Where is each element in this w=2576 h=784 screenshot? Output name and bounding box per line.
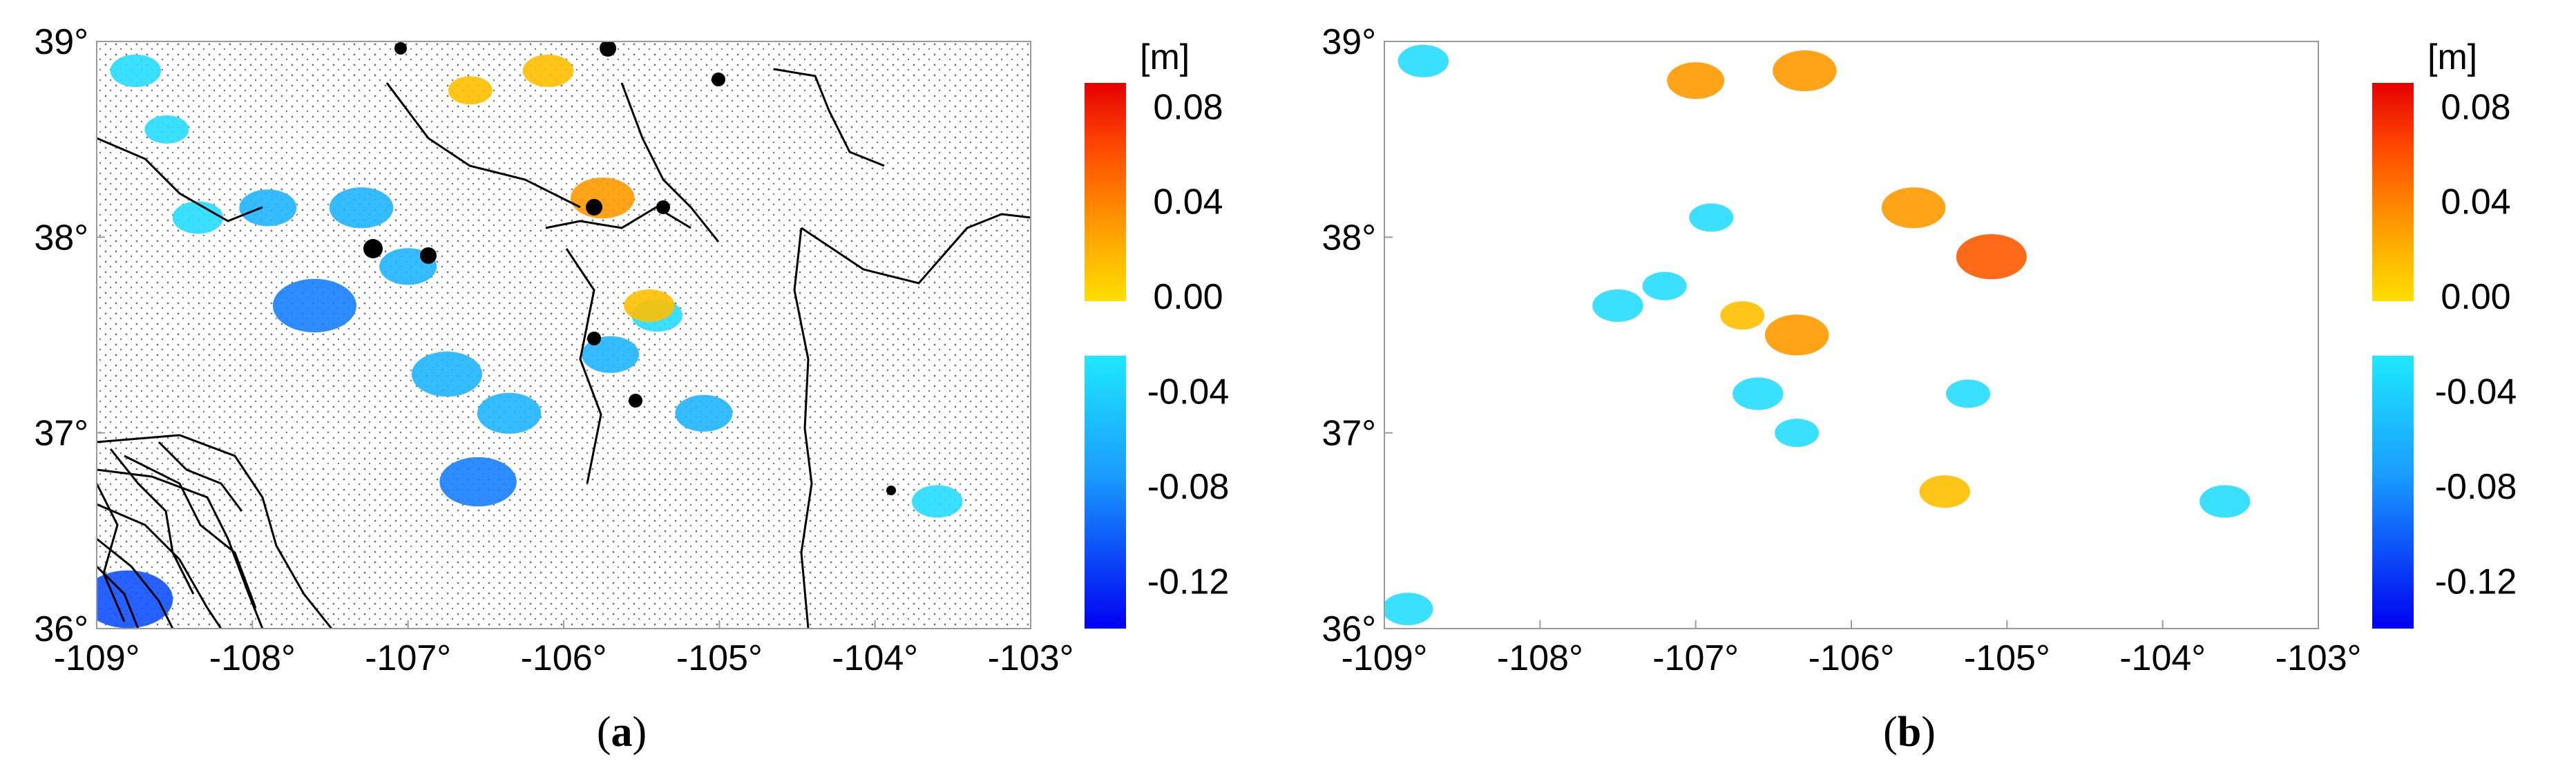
y-tick-label: 38°: [34, 218, 88, 258]
caption-open: (: [596, 709, 611, 756]
x-tick-label: -106°: [521, 638, 607, 678]
anomaly-patch: [329, 187, 394, 229]
anomaly-patch: [439, 457, 517, 507]
anomaly-layer-b: [1384, 44, 2251, 626]
y-axis-ticks-a: 39° 38° 37° 36°: [34, 22, 105, 649]
colorbar-tick-label: -0.08: [2435, 467, 2517, 507]
panel-a-figure: -109° -108° -107° -106° -105° -104° -103° 39°3…: [34, 22, 1229, 678]
colorbar-tick-label: -0.08: [1147, 467, 1230, 507]
colorbar-tick-label: -0.12: [1147, 562, 1230, 602]
panel-a: -109° -108° -107° -106° -105° -104° -103° 39° 3…: [34, 22, 1229, 757]
anomaly-patch: [1775, 419, 1820, 448]
x-tick-label: -108°: [209, 638, 296, 678]
x-tick-label: -104°: [832, 638, 918, 678]
anomaly-patch: [448, 76, 493, 105]
panel-b: -109° -108° -107° -106° -105° -104° -103° 39° 3…: [1288, 0, 2576, 784]
anomaly-patch: [522, 54, 574, 88]
colorbar-tick-label: -0.04: [2435, 372, 2517, 412]
anomaly-patch: [110, 54, 162, 88]
anomaly-patch: [1384, 593, 1433, 626]
colorbar-tick-label: 0.08: [2441, 87, 2510, 127]
y-tick-label: 39°: [34, 22, 88, 62]
x-axis-ticks-a: -109° -108° -107° -106° -105° -104° -103°: [54, 620, 1074, 678]
caption-b: (b): [1861, 708, 1958, 757]
colorbar-bar: [1085, 83, 1126, 629]
colorbar-tick-label: 0.04: [1153, 182, 1223, 222]
y-tick-label: 36°: [34, 609, 88, 649]
anomaly-patch: [144, 115, 189, 144]
anomaly-patch: [1689, 203, 1734, 232]
x-axis-ticks-b: -109° -108° -107° -106° -105° -104° -103°: [1342, 620, 2362, 678]
anomaly-patch: [1733, 377, 1784, 410]
colorbar-tick-label: 0.08: [1153, 87, 1223, 127]
caption-close: ): [632, 709, 647, 756]
anomaly-patch: [1720, 301, 1765, 330]
y-axis-ticks-b: 39° 38° 37° 36°: [1322, 22, 1393, 649]
colorbar-ticks-a: 0.08 0.04 0.00 -0.04 -0.08 -0.12: [1147, 87, 1230, 602]
x-tick-label: -107°: [1652, 638, 1739, 678]
y-tick-label: 37°: [1322, 414, 1376, 454]
x-tick-label: -103°: [2276, 638, 2362, 678]
map-plot-area-a: [96, 41, 1031, 629]
map-plot-area-b: [1384, 41, 2319, 629]
anomaly-patch: [624, 289, 675, 323]
colorbar-ticks-b: 0.08 0.04 0.00 -0.04 -0.08 -0.12: [2435, 87, 2517, 602]
colorbar-b: [m] 0.08 0.04 0.00 -0.04 -0.08 -0.12: [2372, 37, 2517, 629]
x-tick-label: -104°: [2119, 638, 2206, 678]
anomaly-patch: [1397, 44, 1449, 77]
colorbar-tick-label: 0.00: [2441, 277, 2510, 317]
y-tick-label: 36°: [1322, 609, 1376, 649]
anomaly-patch: [1667, 62, 1725, 99]
anomaly-patch: [1592, 289, 1643, 323]
colorbar-tick-label: -0.04: [1147, 372, 1230, 412]
x-tick-label: -107°: [365, 638, 451, 678]
x-tick-label: -105°: [1964, 638, 2050, 678]
y-tick-label: 38°: [1322, 218, 1376, 258]
anomaly-patch: [912, 485, 963, 518]
anomaly-patch: [1956, 234, 2027, 280]
colorbar-tick-label: 0.04: [2441, 182, 2510, 222]
colorbar-unit: [m]: [1140, 37, 1190, 77]
caption-open: (: [1883, 709, 1898, 756]
caption-letter: a: [611, 709, 633, 756]
anomaly-patch: [1642, 271, 1687, 300]
colorbar-tick-label: 0.00: [1153, 277, 1223, 317]
anomaly-patch: [477, 392, 542, 434]
y-tick-label: 37°: [34, 414, 88, 454]
survey-points: [97, 41, 1031, 629]
y-tick-label: 39°: [1322, 22, 1376, 62]
x-tick-label: -109°: [1342, 638, 1428, 678]
anomaly-patch: [412, 352, 482, 397]
caption-a: (a): [573, 708, 670, 757]
anomaly-patch: [675, 394, 733, 432]
anomaly-patch: [272, 278, 356, 333]
panel-b-figure: -109° -108° -107° -106° -105° -104° -103° 39°3…: [1322, 22, 2517, 678]
urban-clusters: [363, 41, 896, 495]
x-tick-label: -108°: [1497, 638, 1583, 678]
colorbar-unit: [m]: [2427, 37, 2477, 77]
anomaly-patch: [239, 189, 297, 227]
x-tick-label: -103°: [988, 638, 1074, 678]
anomaly-patch: [571, 178, 635, 219]
caption-letter: b: [1897, 709, 1922, 756]
anomaly-patch: [1764, 314, 1829, 356]
anomaly-patch: [1946, 379, 1990, 408]
anomaly-patch: [1773, 50, 1837, 92]
anomaly-patch: [2200, 485, 2251, 518]
x-tick-label: -109°: [54, 638, 140, 678]
colorbar-tick-label: -0.12: [2435, 562, 2517, 602]
flight-tracks: [97, 68, 1031, 629]
colorbar-a: [m] 0.08 0.04 0.00 -0.04 -0.08 -0.12: [1085, 37, 1229, 629]
anomaly-patch: [172, 201, 224, 234]
x-tick-label: -106°: [1809, 638, 1895, 678]
anomaly-patch: [1919, 475, 1970, 508]
x-tick-label: -105°: [676, 638, 763, 678]
anomaly-patch: [582, 336, 640, 373]
anomaly-patch: [1881, 187, 1946, 229]
colorbar-bar: [2372, 83, 2414, 629]
caption-close: ): [1921, 709, 1936, 756]
